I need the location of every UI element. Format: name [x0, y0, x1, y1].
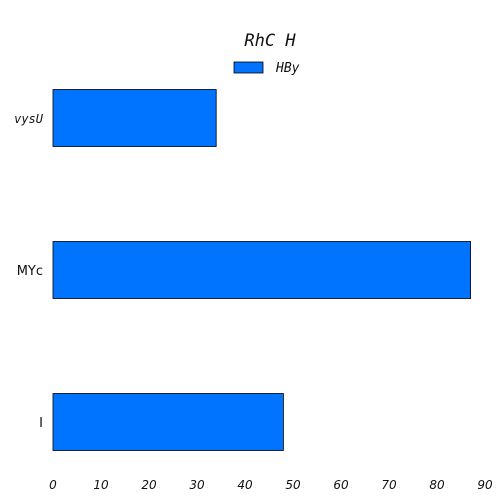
x-tick-label: 10 [93, 478, 109, 492]
category-label: MYc [17, 264, 43, 279]
x-tick-label: 30 [189, 478, 205, 492]
legend: HBy [233, 61, 300, 76]
chart-title: RhC H [244, 31, 296, 51]
legend-swatch [233, 61, 264, 74]
x-tick-label: 0 [49, 478, 57, 492]
x-tick-label: 90 [477, 478, 493, 492]
x-tick-label: 70 [381, 478, 397, 492]
x-tick-label: 60 [333, 478, 349, 492]
legend-label: HBy [275, 61, 300, 76]
bar-vysU [52, 89, 217, 147]
x-tick-label: 50 [285, 478, 301, 492]
bar-MYc [52, 241, 472, 299]
category-label: I [39, 416, 43, 431]
x-tick-label: 40 [237, 478, 253, 492]
category-label: vysU [14, 112, 44, 126]
category-labels: vysU MYc I [14, 112, 44, 431]
x-tick-label: 20 [141, 478, 157, 492]
bar-I [52, 393, 284, 451]
x-tick-labels: 0 10 20 30 40 50 60 70 80 90 [49, 478, 493, 492]
bars-group [52, 89, 472, 451]
x-tick-label: 80 [429, 478, 445, 492]
